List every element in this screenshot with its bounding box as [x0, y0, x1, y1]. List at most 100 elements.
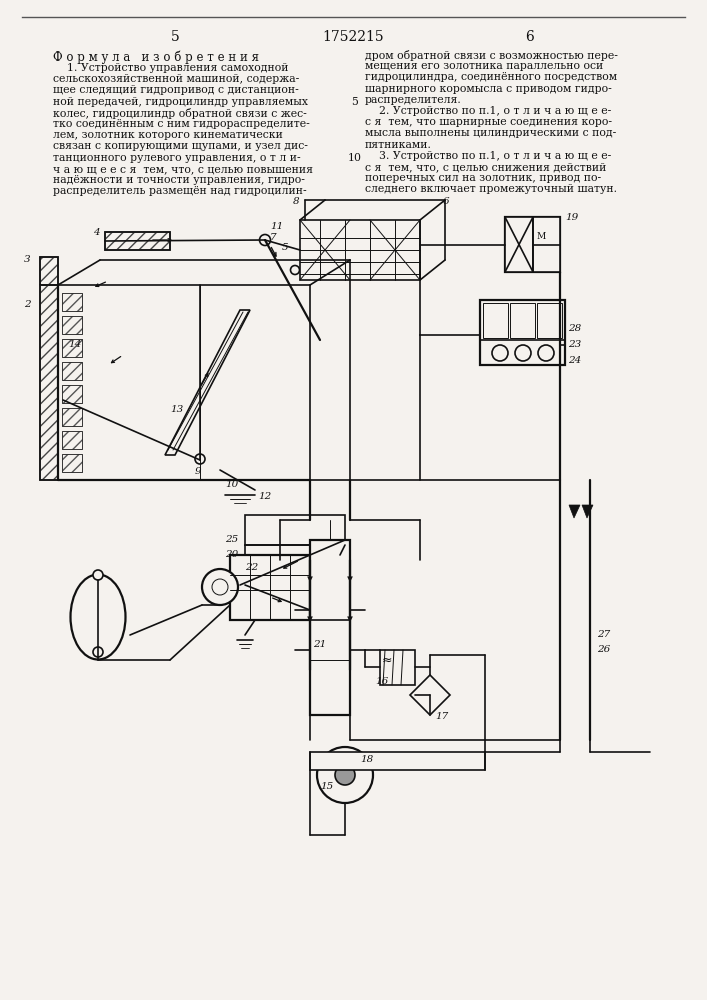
Bar — [230, 555, 310, 620]
Bar — [480, 300, 565, 365]
Bar — [40, 257, 58, 285]
Text: 24: 24 — [568, 356, 581, 365]
Bar — [62, 431, 82, 449]
Text: 5: 5 — [170, 30, 180, 44]
Bar — [62, 454, 82, 472]
Text: 10: 10 — [225, 480, 238, 489]
Polygon shape — [165, 310, 250, 455]
Ellipse shape — [71, 574, 126, 660]
Bar — [62, 408, 82, 426]
Text: 7: 7 — [270, 233, 276, 242]
Text: 19: 19 — [565, 213, 578, 222]
Circle shape — [259, 234, 271, 245]
Bar — [62, 454, 82, 472]
Bar — [62, 385, 82, 403]
Bar — [105, 232, 170, 250]
Text: 22: 22 — [245, 563, 258, 572]
Text: 1. Устройство управления самоходной: 1. Устройство управления самоходной — [53, 63, 288, 73]
Text: 4: 4 — [93, 228, 100, 237]
Bar — [40, 285, 58, 480]
Bar — [505, 217, 533, 272]
Text: 26: 26 — [597, 645, 610, 654]
Text: 18: 18 — [360, 755, 373, 764]
Text: связан с копирующими щупами, и узел дис-: связан с копирующими щупами, и узел дис- — [53, 141, 308, 151]
Bar — [483, 303, 508, 338]
Text: ч а ю щ е е с я  тем, что, с целью повышения: ч а ю щ е е с я тем, что, с целью повыше… — [53, 164, 313, 174]
Text: 1752215: 1752215 — [322, 30, 384, 44]
Text: 2. Устройство по п.1, о т л и ч а ю щ е е-: 2. Устройство по п.1, о т л и ч а ю щ е … — [365, 106, 612, 116]
Text: 3. Устройство по п.1, о т л и ч а ю щ е е-: 3. Устройство по п.1, о т л и ч а ю щ е … — [365, 151, 612, 161]
Bar — [62, 362, 82, 380]
Text: 28: 28 — [568, 324, 581, 333]
Circle shape — [335, 765, 355, 785]
Circle shape — [93, 570, 103, 580]
Bar — [40, 257, 58, 285]
Text: 9: 9 — [195, 467, 201, 476]
Circle shape — [317, 747, 373, 803]
Text: надёжности и точности управления, гидро-: надёжности и точности управления, гидро- — [53, 175, 305, 185]
Bar — [533, 217, 560, 272]
Text: 6: 6 — [525, 30, 534, 44]
Bar — [510, 303, 535, 338]
Polygon shape — [569, 505, 580, 518]
Bar — [245, 515, 345, 545]
Bar — [537, 303, 562, 338]
Text: пятниками.: пятниками. — [365, 140, 432, 150]
Text: сельскохозяйственной машиной, содержа-: сельскохозяйственной машиной, содержа- — [53, 74, 299, 84]
Text: ≈: ≈ — [382, 654, 392, 666]
Text: Ф о р м у л а   и з о б р е т е н и я: Ф о р м у л а и з о б р е т е н и я — [53, 50, 259, 64]
Bar — [62, 293, 82, 311]
Text: 15: 15 — [320, 782, 333, 791]
Text: следнего включает промежуточный шатун.: следнего включает промежуточный шатун. — [365, 184, 617, 194]
Text: 17: 17 — [435, 712, 448, 721]
Text: гидроцилиндра, соединённого посредством: гидроцилиндра, соединённого посредством — [365, 72, 617, 82]
Text: 21: 21 — [313, 640, 326, 649]
Bar — [310, 540, 350, 715]
Text: дром обратной связи с возможностью пере-: дром обратной связи с возможностью пере- — [365, 50, 618, 61]
Text: щее следящий гидропривод с дистанцион-: щее следящий гидропривод с дистанцион- — [53, 85, 299, 95]
Text: танционного рулевого управления, о т л и-: танционного рулевого управления, о т л и… — [53, 153, 300, 163]
Bar — [300, 220, 420, 280]
Bar — [380, 650, 415, 685]
Text: распределителя.: распределителя. — [365, 95, 462, 105]
Polygon shape — [410, 675, 450, 715]
Bar — [40, 285, 58, 480]
Text: поперечных сил на золотник, привод по-: поперечных сил на золотник, привод по- — [365, 173, 601, 183]
Bar — [62, 431, 82, 449]
Text: с я  тем, что, с целью снижения действий: с я тем, что, с целью снижения действий — [365, 162, 607, 172]
Bar — [105, 232, 170, 250]
Text: тко соединённым с ним гидрораспределите-: тко соединённым с ним гидрораспределите- — [53, 119, 310, 129]
Text: 23: 23 — [568, 340, 581, 349]
Text: распределитель размещён над гидроцилин-: распределитель размещён над гидроцилин- — [53, 186, 307, 196]
Bar — [505, 217, 560, 272]
Circle shape — [515, 345, 531, 361]
Text: лем, золотник которого кинематически: лем, золотник которого кинематически — [53, 130, 283, 140]
Bar — [62, 316, 82, 334]
Circle shape — [212, 579, 228, 595]
Text: 11: 11 — [270, 222, 284, 231]
Text: шарнирного коромысла с приводом гидро-: шарнирного коромысла с приводом гидро- — [365, 84, 612, 94]
Text: 20: 20 — [225, 550, 238, 559]
Text: мещения его золотника параллельно оси: мещения его золотника параллельно оси — [365, 61, 603, 71]
Text: 3: 3 — [24, 255, 30, 264]
Bar — [62, 339, 82, 357]
Text: 5: 5 — [351, 97, 358, 107]
Text: 16: 16 — [375, 677, 388, 686]
Bar — [62, 339, 82, 357]
Bar — [62, 316, 82, 334]
Bar — [62, 408, 82, 426]
Text: 13: 13 — [170, 405, 183, 414]
Bar — [62, 293, 82, 311]
Text: с я  тем, что шарнирные соединения коро-: с я тем, что шарнирные соединения коро- — [365, 117, 612, 127]
Bar — [62, 385, 82, 403]
Text: 6: 6 — [443, 197, 450, 206]
Circle shape — [93, 647, 103, 657]
Text: 27: 27 — [597, 630, 610, 639]
Bar — [310, 752, 485, 770]
Text: 2: 2 — [24, 300, 30, 309]
Polygon shape — [582, 505, 593, 518]
Text: 5: 5 — [282, 243, 288, 252]
Text: 14: 14 — [68, 340, 81, 349]
Text: 25: 25 — [225, 535, 238, 544]
Bar — [62, 362, 82, 380]
